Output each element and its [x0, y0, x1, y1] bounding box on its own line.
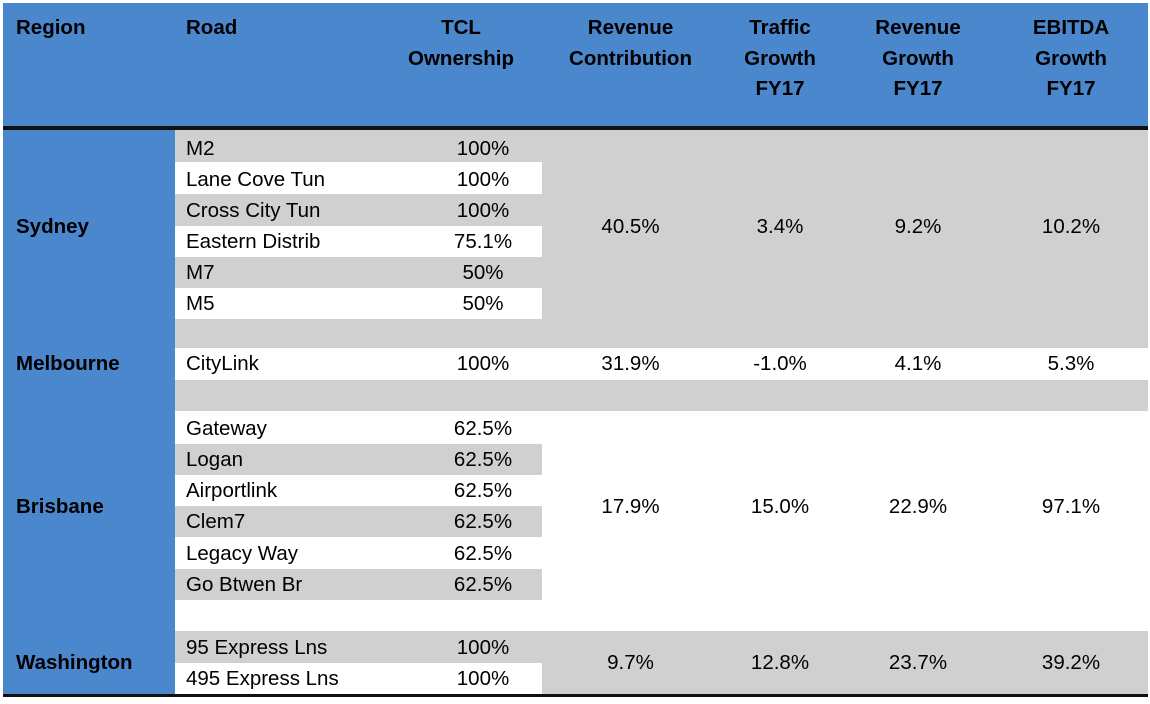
road-cell: 495 Express Lns: [186, 666, 339, 690]
ownership-cell: 62.5%: [453, 478, 513, 502]
header-revgrowth-line3: FY17: [893, 77, 943, 100]
header-region: Region: [16, 16, 86, 39]
ownership-cell: 100%: [456, 352, 510, 375]
header-revgrowth-line1: Revenue: [875, 16, 961, 39]
sydney-row-white: [175, 288, 542, 319]
bottom-rule: [3, 694, 1148, 697]
ownership-cell: 50%: [462, 291, 504, 315]
road-cell: Eastern Distrib: [186, 229, 321, 253]
header-ebitda-line3: FY17: [1046, 77, 1096, 100]
header-tcl-line2: Ownership: [408, 46, 514, 70]
road-cell: Clem7: [186, 509, 246, 533]
road-cell: Gateway: [186, 416, 267, 440]
header-traffic-line2: Growth: [744, 46, 816, 70]
region-brisbane: Brisbane: [16, 494, 104, 518]
road-cell: Legacy Way: [186, 541, 299, 565]
road-cell: CityLink: [186, 352, 259, 375]
header-revenue-contribution: Revenue Contribution: [553, 13, 708, 74]
road-cell: M2: [186, 136, 215, 160]
ownership-cell: 100%: [456, 198, 510, 222]
header-revcon-line1: Revenue: [587, 16, 674, 39]
table-header: [3, 3, 1148, 126]
header-traffic-line3: FY17: [755, 77, 805, 100]
ownership-cell: 100%: [456, 167, 510, 191]
region-melbourne: Melbourne: [16, 352, 120, 375]
traffic-growth-cell: 3.4%: [756, 215, 804, 238]
revenue-contribution-cell: 40.5%: [601, 215, 660, 238]
ownership-cell: 75.1%: [453, 229, 513, 253]
header-traffic-line1: Traffic: [749, 16, 811, 39]
revenue-growth-cell: 23.7%: [888, 650, 948, 674]
ownership-cell: 100%: [456, 666, 510, 690]
road-cell: Go Btwen Br: [186, 572, 303, 596]
header-revgrowth-line2: Growth: [882, 46, 954, 70]
header-road: Road: [186, 16, 238, 39]
header-revcon-line2: Contribution: [569, 46, 692, 70]
ownership-cell: 100%: [456, 635, 510, 659]
washington-row-white: [175, 663, 542, 694]
region-washington: Washington: [16, 650, 133, 674]
traffic-growth-cell: -1.0%: [753, 352, 807, 375]
header-ebitda-line1: EBITDA: [1032, 16, 1110, 39]
ownership-cell: 62.5%: [453, 572, 513, 596]
header-tcl-ownership: TCL Ownership: [401, 13, 521, 74]
sydney-row-white: [175, 226, 542, 257]
road-cell: M5: [186, 291, 215, 315]
road-cell: 95 Express Lns: [186, 635, 328, 659]
region-sydney: Sydney: [16, 215, 89, 238]
header-revenue-growth: Revenue Growth FY17: [855, 13, 981, 105]
header-ebitda-line2: Growth: [1035, 46, 1107, 70]
revenue-contribution-cell: 17.9%: [601, 494, 660, 518]
road-cell: Airportlink: [186, 478, 278, 502]
header-traffic-growth: Traffic Growth FY17: [720, 13, 840, 105]
brisbane-row-gray: [175, 569, 542, 600]
road-cell: Cross City Tun: [186, 198, 321, 222]
melbourne-band: [175, 348, 1148, 380]
brisbane-row-gray: [175, 506, 542, 537]
ownership-cell: 62.5%: [453, 509, 513, 533]
brisbane-row-gray: [175, 444, 542, 475]
ownership-cell: 50%: [462, 260, 504, 284]
header-divider: [3, 126, 1148, 130]
ebitda-growth-cell: 39.2%: [1041, 650, 1101, 674]
ownership-cell: 62.5%: [453, 447, 513, 471]
road-cell: Logan: [186, 447, 244, 471]
ebitda-growth-cell: 10.2%: [1041, 215, 1101, 238]
header-ebitda-growth: EBITDA Growth FY17: [1003, 13, 1139, 105]
sydney-row-white: [175, 162, 542, 194]
revenue-contribution-cell: 9.7%: [607, 650, 654, 674]
spacer-band: [175, 380, 1148, 411]
revenue-contribution-cell: 31.9%: [601, 352, 660, 375]
header-tcl-line1: TCL: [441, 16, 481, 39]
region-column: [3, 130, 175, 694]
revenue-growth-cell: 9.2%: [894, 215, 942, 238]
revenue-growth-cell: 4.1%: [894, 352, 942, 375]
ownership-cell: 100%: [456, 136, 510, 160]
ownership-cell: 62.5%: [453, 416, 513, 440]
revenue-growth-cell: 22.9%: [888, 494, 948, 518]
traffic-growth-cell: 15.0%: [750, 494, 810, 518]
ebitda-growth-cell: 97.1%: [1041, 494, 1101, 518]
road-cell: Lane Cove Tun: [186, 167, 326, 191]
ebitda-growth-cell: 5.3%: [1047, 352, 1095, 375]
traffic-growth-cell: 12.8%: [750, 650, 810, 674]
road-cell: M7: [186, 260, 215, 284]
ownership-cell: 62.5%: [453, 541, 513, 565]
toll-road-table: Region Road TCL Ownership Revenue Contri…: [3, 3, 1148, 697]
